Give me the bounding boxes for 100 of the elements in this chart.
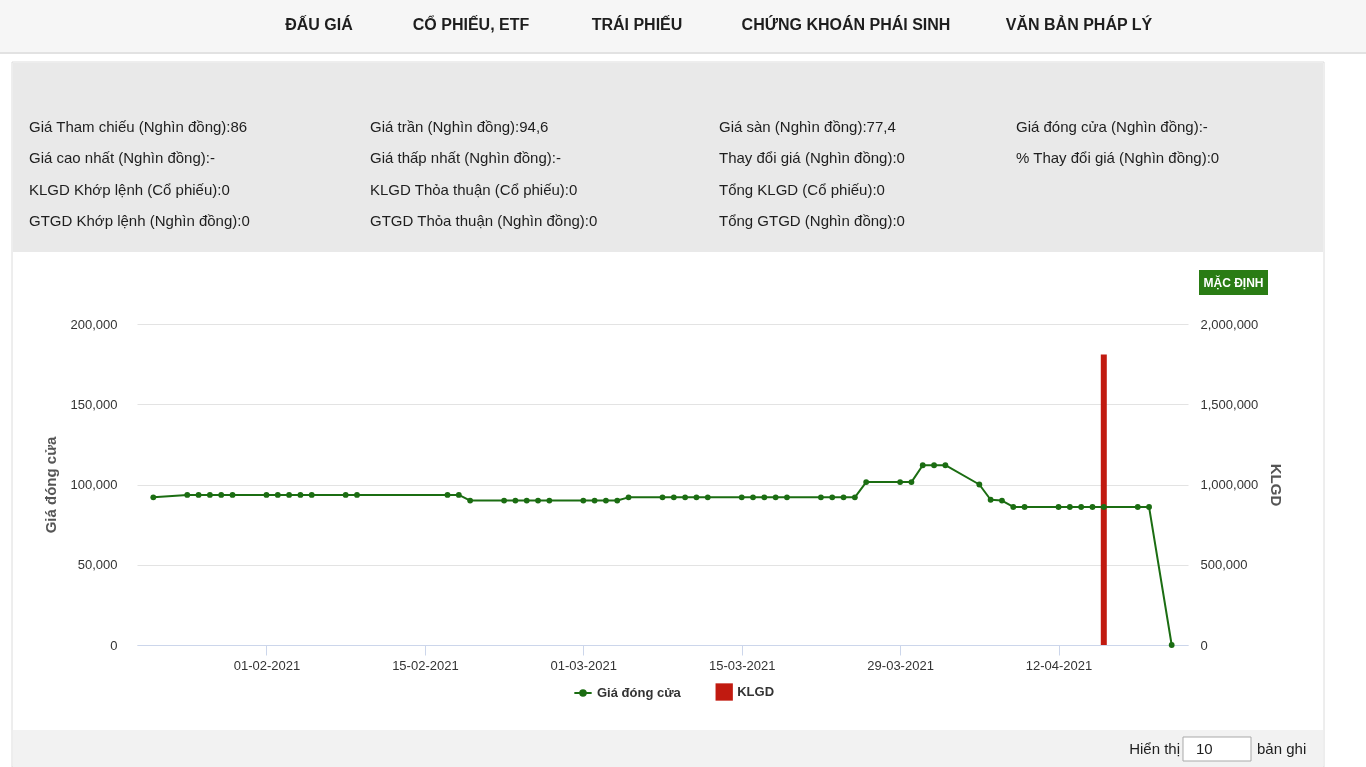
point <box>840 494 847 501</box>
point <box>1055 504 1062 510</box>
point <box>772 494 779 501</box>
y2-tick-label: 2,000,000 <box>1200 316 1259 332</box>
legend-label: Giá đóng cửa <box>597 685 682 700</box>
point <box>580 497 587 504</box>
point <box>274 492 281 498</box>
point <box>184 492 191 498</box>
point <box>206 492 213 498</box>
text: Giá thấp nhất (Nghìn đồng):- <box>370 149 561 166</box>
point <box>738 494 745 501</box>
y-tick-label: 0 <box>110 637 118 653</box>
point <box>308 492 315 498</box>
y2-axis-title: KLGD <box>1268 463 1286 507</box>
text: KLGD Thỏa thuận (Cổ phiếu):0 <box>370 181 578 198</box>
point <box>670 494 677 501</box>
x-tick-label: 01-02-2021 <box>233 657 301 673</box>
point <box>931 462 937 469</box>
point <box>625 494 632 501</box>
point <box>704 494 711 501</box>
point <box>591 497 598 504</box>
point <box>897 479 904 485</box>
text: Giá sàn (Nghìn đồng):77,4 <box>719 118 896 135</box>
point <box>342 492 349 498</box>
text: GTGD Thỏa thuận (Nghìn đồng):0 <box>370 212 598 229</box>
text: TRÁI PHIẾU <box>591 15 683 33</box>
point <box>467 497 474 504</box>
point <box>297 492 304 498</box>
point <box>1134 504 1141 510</box>
text: Giá Tham chiếu (Nghìn đồng):86 <box>29 118 248 135</box>
text: GTGD Khớp lệnh (Nghìn đồng):0 <box>29 212 250 229</box>
y2-tick-label: 500,000 <box>1200 557 1248 573</box>
point <box>693 494 700 501</box>
point <box>818 494 824 501</box>
point <box>750 494 756 501</box>
point <box>523 497 530 504</box>
point <box>1021 504 1028 510</box>
point <box>263 492 270 498</box>
text: Thay đổi giá (Nghìn đồng):0 <box>719 149 905 166</box>
point <box>286 492 293 498</box>
point <box>1078 504 1085 510</box>
point <box>1100 504 1107 510</box>
point <box>614 497 621 504</box>
x-tick-label: 15-02-2021 <box>392 657 459 673</box>
x-tick-label: 15-03-2021 <box>708 657 776 673</box>
point <box>1010 504 1017 510</box>
text: CỔ PHIẾU, ETF <box>412 15 530 33</box>
point <box>784 494 790 501</box>
point <box>863 479 870 485</box>
point <box>761 494 768 501</box>
text: CHỨNG KHOÁN PHÁI SINH <box>741 15 951 33</box>
text: Tổng KLGD (Cổ phiếu):0 <box>719 181 885 198</box>
y-tick-label: 200,000 <box>70 316 118 332</box>
text: Giá đóng cửa (Nghìn đồng):- <box>1016 118 1208 135</box>
x-tick-label: 12-04-2021 <box>1025 657 1093 673</box>
y2-tick-label: 1,500,000 <box>1200 396 1259 412</box>
point <box>229 492 236 498</box>
y-tick-label: 100,000 <box>70 477 118 492</box>
point <box>546 497 553 504</box>
point <box>987 496 994 503</box>
point <box>908 479 915 485</box>
point <box>501 497 507 504</box>
text: Hiển thị <box>1129 740 1180 757</box>
y-axis-title: Giá đóng cửa <box>41 435 59 534</box>
point <box>512 497 519 504</box>
point <box>603 497 609 504</box>
text: Giá trần (Nghìn đồng):94,6 <box>370 118 549 135</box>
point <box>682 494 689 501</box>
text: 10 <box>1196 740 1213 757</box>
text: ĐẤU GIÁ <box>285 15 354 33</box>
x-tick-label: 01-03-2021 <box>550 657 618 673</box>
text: Giá cao nhất (Nghìn đồng):- <box>29 149 215 166</box>
point <box>535 497 541 504</box>
y-tick-label: 150,000 <box>70 396 118 412</box>
y2-tick-label: 0 <box>1200 637 1208 653</box>
text: % Thay đổi giá (Nghìn đồng):0 <box>1016 149 1220 166</box>
point <box>942 462 949 469</box>
text: MẶC ĐỊNH <box>1203 274 1264 290</box>
point <box>150 494 157 501</box>
text: KLGD Khớp lệnh (Cổ phiếu):0 <box>29 181 230 198</box>
point <box>659 494 666 501</box>
point <box>1089 504 1096 510</box>
point <box>1168 642 1175 648</box>
text: Tổng GTGD (Nghìn đồng):0 <box>719 212 905 229</box>
legend-label: KLGD <box>737 684 775 699</box>
point <box>999 497 1005 504</box>
point <box>444 492 451 498</box>
point <box>1146 504 1152 510</box>
x-tick-label: 29-03-2021 <box>867 657 934 673</box>
text: bản ghi <box>1257 740 1307 757</box>
y-tick-label: 50,000 <box>77 557 118 573</box>
point <box>195 492 202 498</box>
point <box>829 494 836 501</box>
point <box>851 494 858 501</box>
text: VĂN BẢN PHÁP LÝ <box>1005 15 1153 33</box>
point <box>919 462 926 469</box>
point <box>455 492 462 498</box>
y2-tick-label: 1,000,000 <box>1200 477 1259 492</box>
point <box>218 492 225 498</box>
point <box>976 481 983 488</box>
